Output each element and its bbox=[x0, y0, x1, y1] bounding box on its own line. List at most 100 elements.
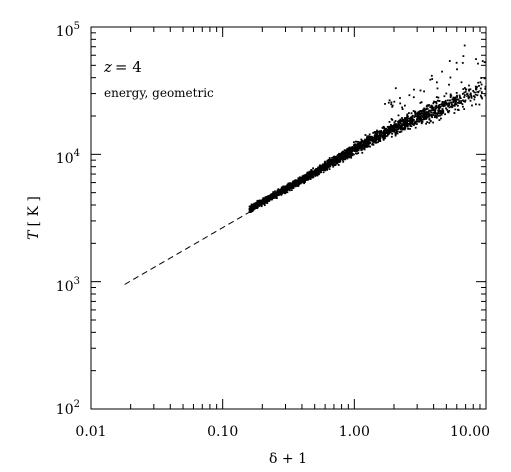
scatter-point-413 bbox=[464, 99, 467, 102]
scatter-point-1610 bbox=[394, 120, 397, 122]
scatter-point-2148 bbox=[401, 108, 404, 110]
scatter-point-999 bbox=[388, 121, 391, 123]
scatter-point-1331 bbox=[479, 81, 482, 84]
scatter-point-2289 bbox=[417, 112, 420, 114]
scatter-point-1261 bbox=[419, 89, 422, 92]
scatter-point-2128 bbox=[272, 191, 275, 193]
scatter-point-2478 bbox=[350, 153, 352, 156]
scatter-point-2533 bbox=[425, 112, 427, 115]
scatter-point-2506 bbox=[351, 147, 353, 149]
scatter-point-2593 bbox=[345, 156, 347, 159]
scatter-point-2386 bbox=[465, 88, 468, 91]
scatter-point-1758 bbox=[406, 125, 409, 128]
scatter-point-217 bbox=[413, 115, 416, 118]
scatter-point-1517 bbox=[424, 117, 427, 120]
scatter-point-2276 bbox=[316, 172, 318, 175]
scatter-point-1990 bbox=[453, 99, 456, 102]
scatter-point-2246 bbox=[481, 60, 484, 62]
scatter-point-2525 bbox=[255, 202, 257, 205]
scatter-point-2536 bbox=[292, 184, 295, 187]
scatter-point-490 bbox=[404, 104, 406, 107]
scatter-point-161 bbox=[479, 94, 482, 97]
scatter-point-2587 bbox=[273, 194, 276, 197]
scatter-point-2598 bbox=[392, 129, 395, 131]
scatter-point-2585 bbox=[415, 112, 417, 115]
scatter-point-1829 bbox=[368, 142, 371, 145]
scatter-point-608 bbox=[290, 189, 293, 191]
scatter-point-1568 bbox=[317, 173, 320, 176]
scatter-point-2400 bbox=[291, 187, 294, 189]
scatter-point-2205 bbox=[340, 153, 343, 156]
scatter-point-2537 bbox=[316, 168, 319, 170]
scatter-point-193 bbox=[455, 103, 458, 106]
scatter-point-538 bbox=[460, 100, 462, 102]
scatter-point-1542 bbox=[322, 171, 325, 174]
scatter-point-1756 bbox=[321, 165, 324, 168]
scatter-point-293 bbox=[483, 61, 486, 64]
scatter-point-2349 bbox=[342, 159, 344, 161]
scatter-point-1880 bbox=[424, 116, 426, 119]
scatter-point-849 bbox=[248, 205, 251, 208]
scatter-point-1694 bbox=[357, 149, 360, 152]
scatter-point-2305 bbox=[310, 172, 313, 175]
scatter-point-1565 bbox=[440, 113, 443, 116]
scatter-point-758 bbox=[436, 113, 439, 116]
scatter-point-2500 bbox=[329, 158, 332, 161]
scatter-point-1995 bbox=[375, 133, 378, 136]
scatter-point-1892 bbox=[351, 153, 354, 155]
scatter-point-2091 bbox=[435, 104, 438, 107]
scatter-point-1660 bbox=[458, 102, 461, 104]
scatter-point-1342 bbox=[477, 62, 479, 65]
scatter-point-1909 bbox=[360, 142, 363, 145]
scatter-point-2113 bbox=[437, 107, 440, 110]
scatter-point-2542 bbox=[327, 161, 330, 163]
scatter-point-1737 bbox=[391, 105, 394, 108]
scatter-point-2065 bbox=[473, 91, 476, 94]
scatter-point-2056 bbox=[312, 176, 315, 179]
scatter-point-2573 bbox=[344, 158, 347, 161]
scatter-point-1856 bbox=[343, 158, 345, 160]
scatter-point-1071 bbox=[368, 137, 371, 140]
scatter-point-2551 bbox=[420, 110, 422, 113]
scatter-point-1226 bbox=[374, 133, 377, 136]
scatter-point-2546 bbox=[260, 200, 263, 203]
scatter-point-1163 bbox=[459, 95, 461, 98]
scatter-point-700 bbox=[416, 123, 418, 125]
scatter-point-2364 bbox=[428, 104, 430, 106]
scatter-point-1917 bbox=[379, 138, 381, 141]
scatter-point-2054 bbox=[251, 209, 254, 212]
scatter-point-2051 bbox=[440, 117, 442, 120]
scatter-point-2299 bbox=[360, 145, 363, 148]
scatter-point-1810 bbox=[459, 102, 462, 104]
scatter-point-1777 bbox=[442, 111, 444, 114]
scatter-point-2508 bbox=[287, 183, 290, 186]
scatter-point-1613 bbox=[355, 152, 358, 155]
dashed-fit-line bbox=[124, 87, 487, 285]
scatter-point-1800 bbox=[278, 189, 281, 192]
scatter-point-2263 bbox=[275, 193, 278, 196]
y-tick-label-0: 102 bbox=[56, 399, 80, 418]
scatter-point-1491 bbox=[334, 164, 336, 167]
scatter-point-1652 bbox=[312, 167, 314, 170]
scatter-point-860 bbox=[455, 92, 458, 94]
scatter-point-2235 bbox=[320, 166, 323, 169]
scatter-point-38 bbox=[437, 96, 440, 99]
scatter-point-2336 bbox=[434, 114, 436, 117]
scatter-point-2266 bbox=[475, 58, 477, 60]
scatter-point-2402 bbox=[305, 176, 308, 179]
scatter-point-2491 bbox=[310, 170, 312, 173]
scatter-point-1853 bbox=[454, 99, 457, 102]
scatter-point-2080 bbox=[309, 176, 312, 179]
y-tick-label-1: 103 bbox=[56, 276, 80, 295]
scatter-point-2553 bbox=[433, 100, 435, 103]
scatter-point-2369 bbox=[450, 94, 453, 97]
scatter-point-2479 bbox=[423, 107, 426, 110]
scatter-point-133 bbox=[337, 164, 340, 166]
scatter-point-2447 bbox=[249, 206, 252, 209]
scatter-point-611 bbox=[400, 130, 403, 133]
scatter-point-60 bbox=[481, 97, 483, 100]
scatter-point-267 bbox=[409, 128, 411, 130]
scatter-point-2549 bbox=[343, 155, 345, 158]
scatter-point-418 bbox=[383, 127, 386, 130]
x-axis-label: δ + 1 bbox=[269, 451, 307, 467]
